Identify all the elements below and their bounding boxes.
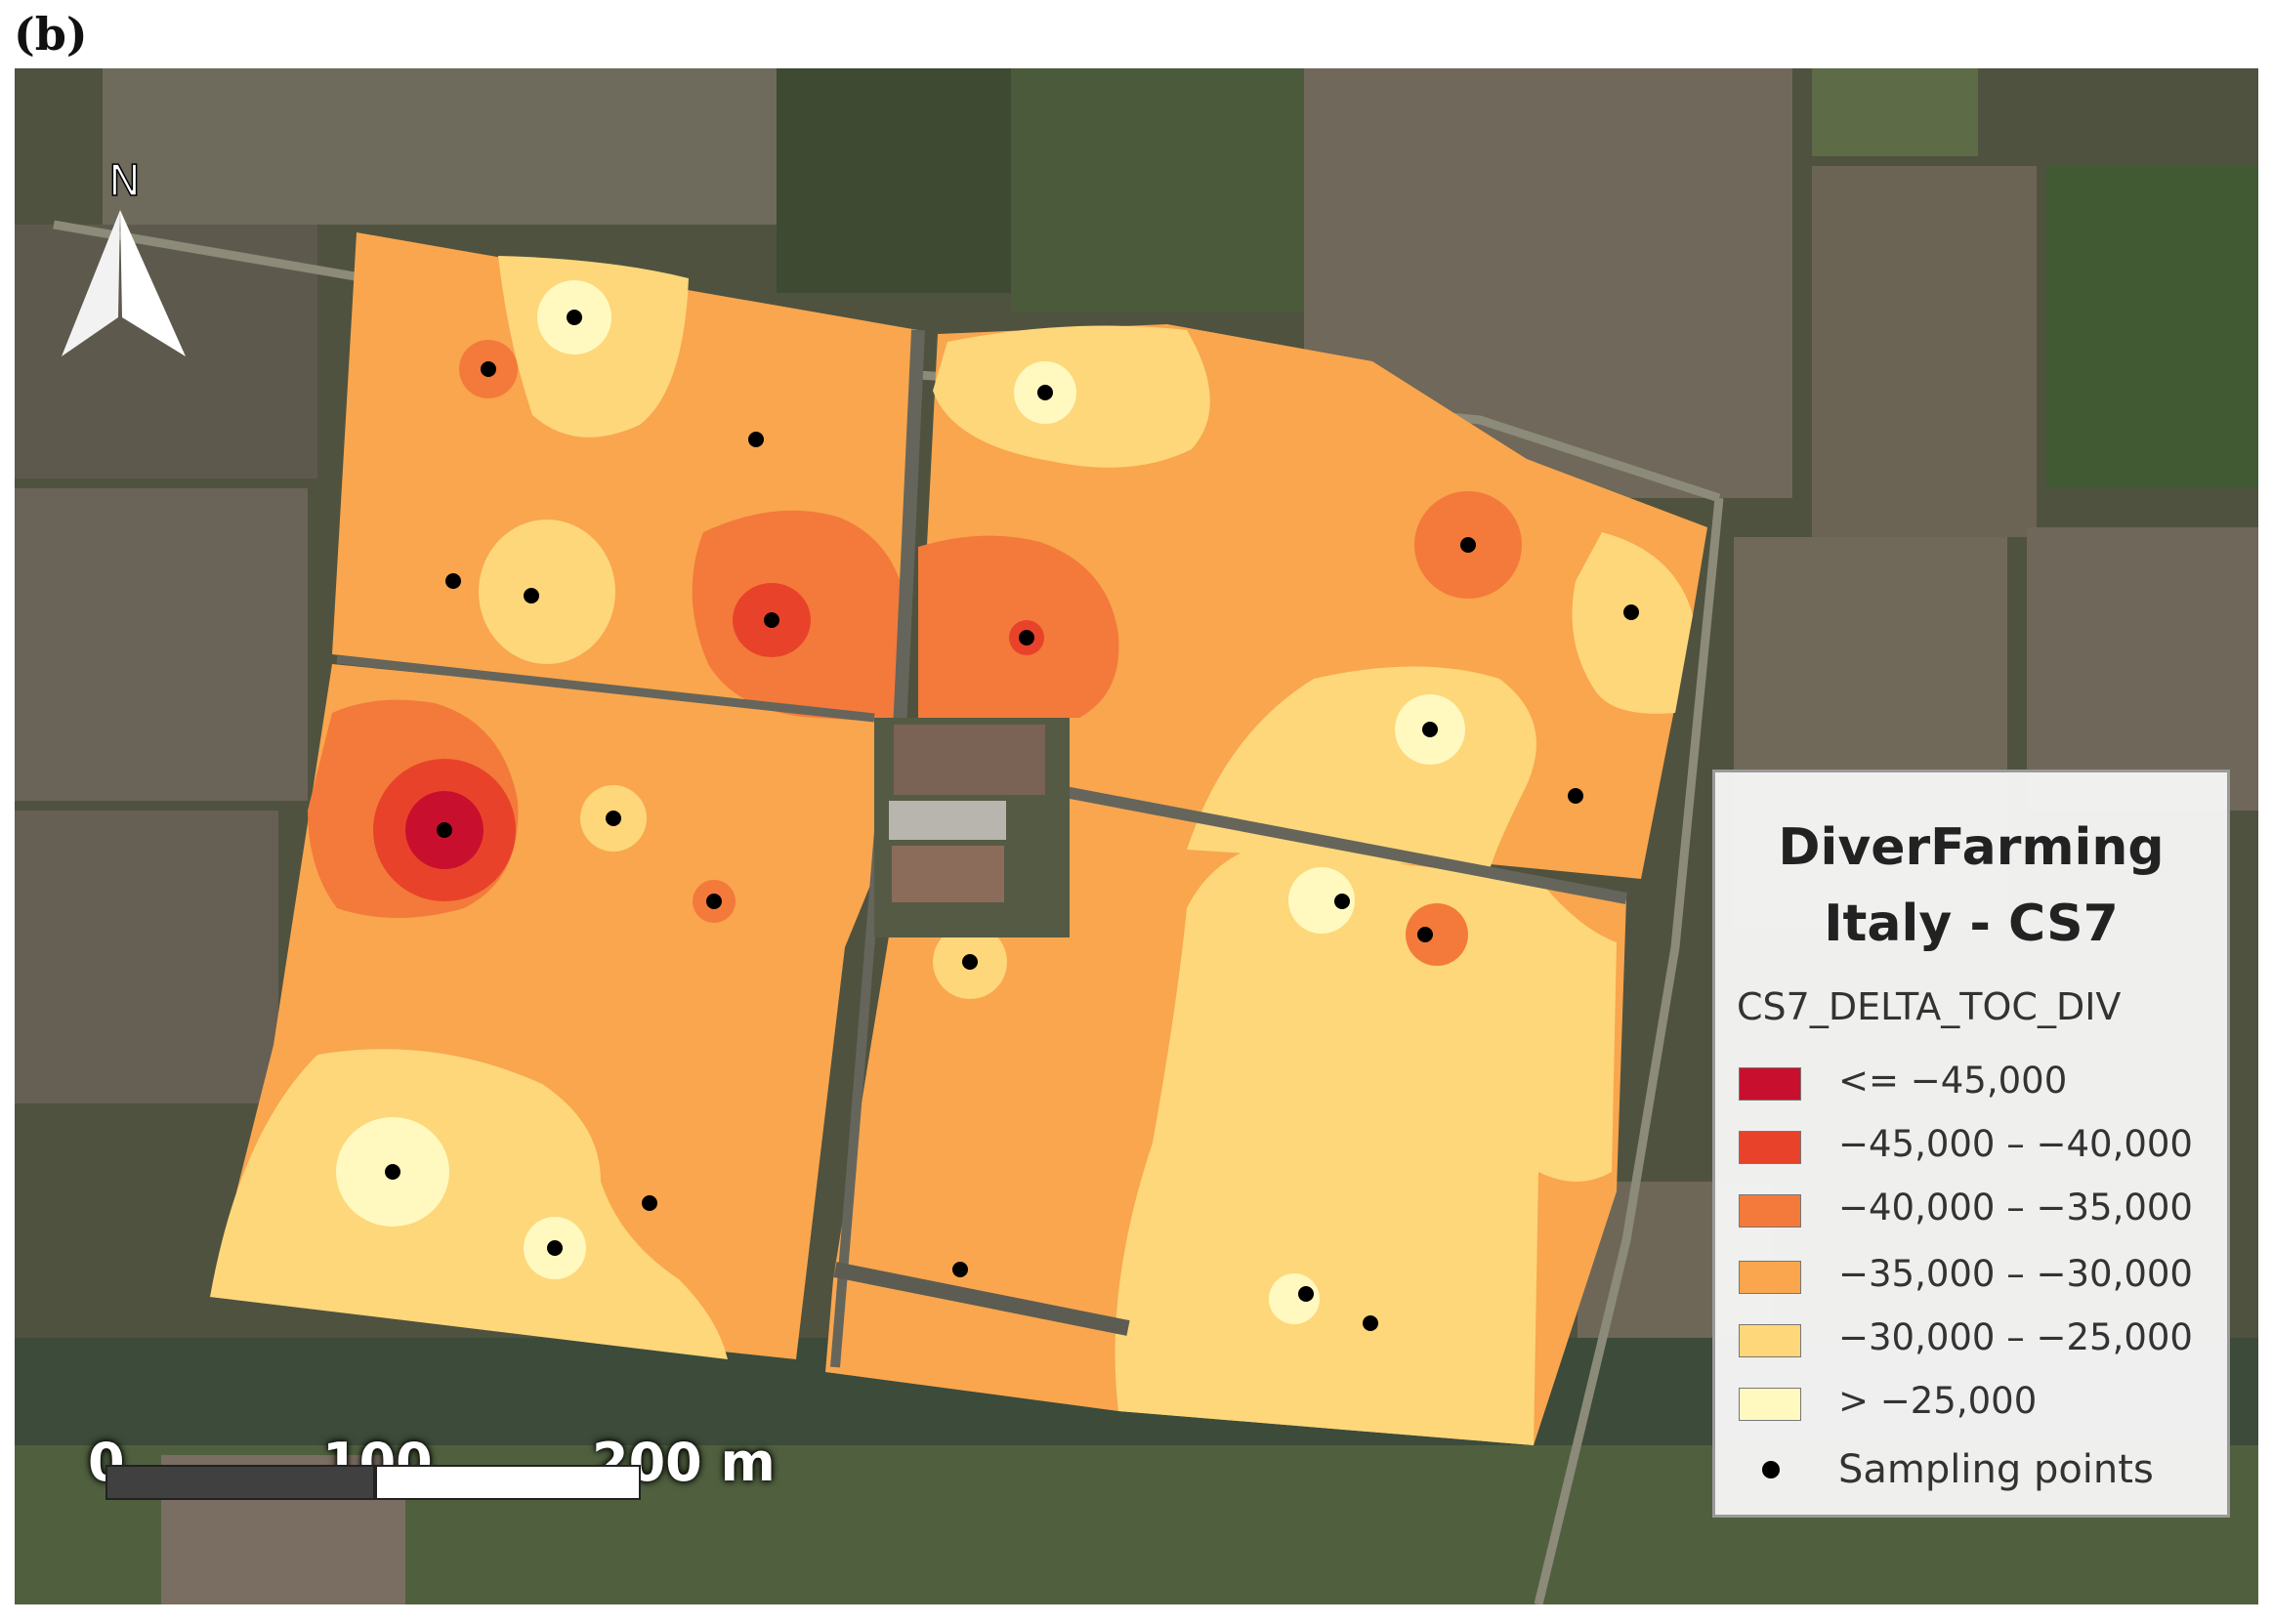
sampling-point [1334,894,1350,909]
sampling-point [1019,630,1034,645]
legend-item-label: > −25,000 [1838,1380,2038,1422]
sampling-point [445,573,461,589]
sampling-point [1037,385,1053,400]
sampling-point [606,811,621,826]
sampling-point [1363,1315,1378,1331]
sampling-point [952,1262,968,1277]
sampling-point-icon [1762,1461,1780,1478]
sampling-point [547,1240,563,1256]
sampling-point [1422,722,1438,737]
legend-item-label: <= −45,000 [1838,1060,2068,1102]
map-legend: DiverFarming Italy - CS7 CS7_DELTA_TOC_D… [1712,770,2230,1518]
legend-swatch [1739,1261,1801,1294]
sampling-point [706,894,722,909]
panel-label: (b) [14,8,88,61]
sampling-point [1298,1286,1314,1302]
sampling-point [764,612,779,628]
legend-layer-name: CS7_DELTA_TOC_DIV [1737,985,2122,1028]
sampling-point [524,588,539,604]
sampling-points [385,310,1639,1331]
legend-item-label: −35,000 – −30,000 [1838,1253,2193,1295]
sampling-point [481,361,496,377]
legend-swatch [1739,1067,1801,1101]
sampling-point [1460,537,1476,553]
sampling-point [1568,788,1583,804]
sampling-point [1623,604,1639,620]
north-letter: N [108,156,141,206]
legend-swatch [1739,1194,1801,1228]
sampling-point [567,310,582,325]
sampling-point [385,1164,400,1180]
sampling-point [962,954,978,970]
legend-title-line1: DiverFarming [1778,818,2165,877]
legend-swatch [1739,1131,1801,1164]
roads-farmstead [336,329,1628,1368]
legend-swatch [1739,1388,1801,1421]
scale-bar-dark-segment [105,1465,375,1500]
legend-item-label: −40,000 – −35,000 [1838,1187,2193,1228]
scale-bar-light-segment [375,1465,641,1500]
sampling-point [748,432,764,447]
legend-swatch [1739,1324,1801,1357]
north-arrow-icon: N [62,155,186,356]
sampling-point [642,1195,657,1211]
legend-item-label: −45,000 – −40,000 [1838,1123,2193,1165]
legend-title-line2: Italy - CS7 [1824,895,2119,953]
sampling-point [1417,927,1433,942]
legend-title: DiverFarming Italy - CS7 [1715,810,2227,962]
legend-item-label: −30,000 – −25,000 [1838,1316,2193,1358]
sampling-point [437,822,452,838]
legend-points-label: Sampling points [1838,1447,2154,1492]
